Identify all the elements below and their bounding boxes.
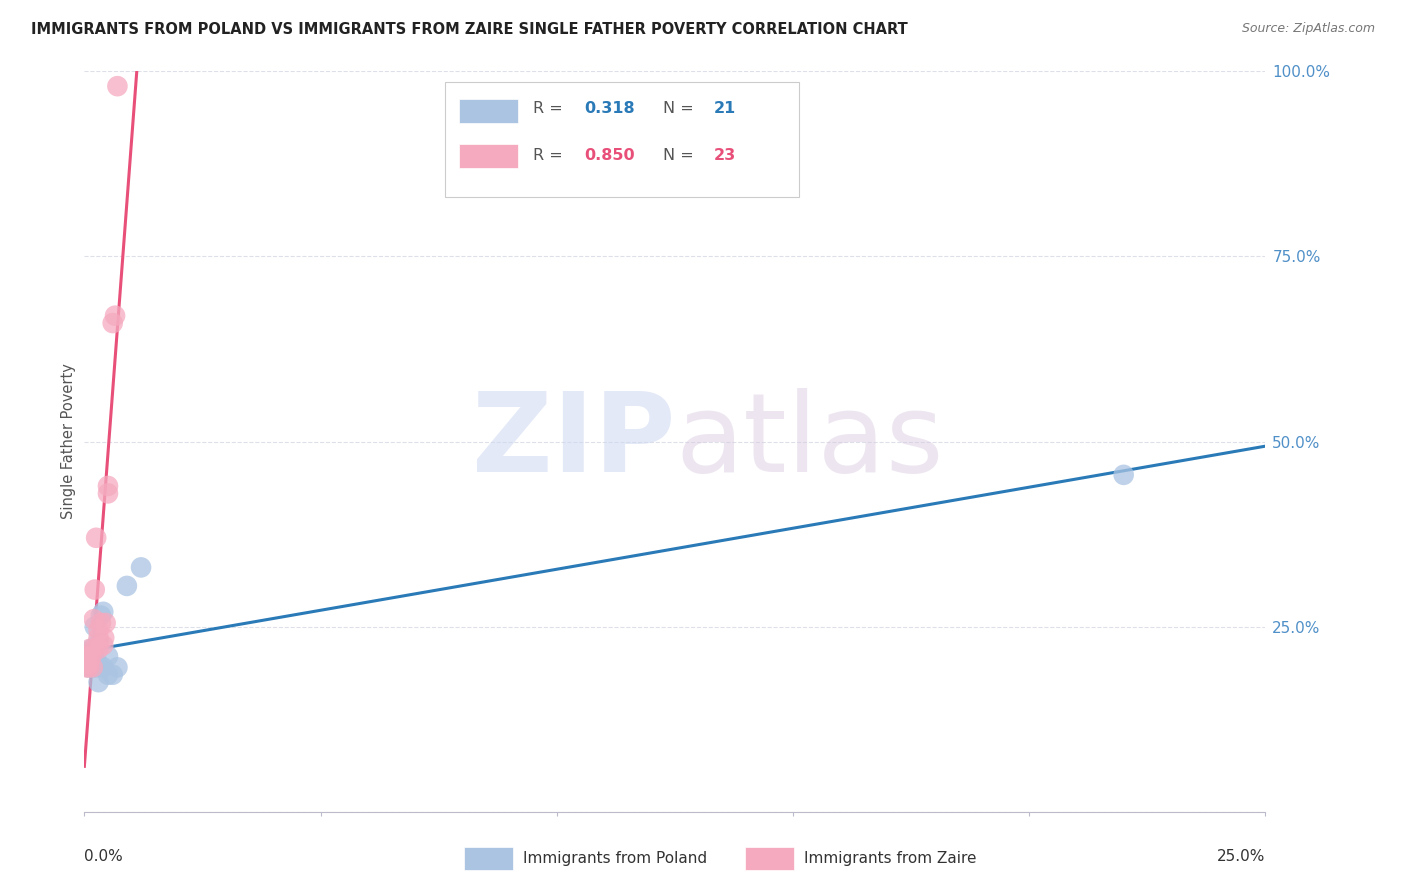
FancyBboxPatch shape <box>458 100 517 123</box>
Point <box>82 660 104 674</box>
Point <box>87 657 110 671</box>
Point <box>97 649 120 664</box>
Point <box>87 675 110 690</box>
Text: N =: N = <box>664 101 699 116</box>
Text: IMMIGRANTS FROM POLAND VS IMMIGRANTS FROM ZAIRE SINGLE FATHER POVERTY CORRELATIO: IMMIGRANTS FROM POLAND VS IMMIGRANTS FRO… <box>31 22 908 37</box>
FancyBboxPatch shape <box>745 847 794 870</box>
Y-axis label: Single Father Poverty: Single Father Poverty <box>60 364 76 519</box>
Point <box>87 624 110 638</box>
Point <box>84 531 107 545</box>
Point <box>97 486 120 500</box>
FancyBboxPatch shape <box>458 144 517 168</box>
Text: 0.318: 0.318 <box>583 101 634 116</box>
Point <box>91 660 114 674</box>
Point <box>90 608 112 623</box>
Point <box>104 309 127 323</box>
Point <box>97 667 120 681</box>
Point <box>83 582 105 597</box>
FancyBboxPatch shape <box>464 847 513 870</box>
Point <box>94 615 117 630</box>
Text: ZIP: ZIP <box>471 388 675 495</box>
Text: atlas: atlas <box>675 388 943 495</box>
Point <box>83 649 105 664</box>
Point <box>107 660 129 674</box>
Point <box>77 657 100 671</box>
Text: 25.0%: 25.0% <box>1218 849 1265 863</box>
Text: 0.0%: 0.0% <box>84 849 124 863</box>
Text: 23: 23 <box>714 147 737 162</box>
Text: Source: ZipAtlas.com: Source: ZipAtlas.com <box>1241 22 1375 36</box>
Point <box>87 631 110 645</box>
Point <box>82 660 104 674</box>
Point <box>83 619 105 633</box>
Point <box>129 560 152 574</box>
Point <box>107 79 129 94</box>
Point <box>90 615 112 630</box>
Point <box>101 667 124 681</box>
Point <box>80 641 103 656</box>
Point <box>83 641 105 656</box>
Point <box>77 660 100 674</box>
Point <box>1112 467 1135 482</box>
Point <box>97 479 120 493</box>
Point <box>91 638 114 652</box>
Point <box>76 649 98 664</box>
Point <box>84 660 107 674</box>
Text: 0.850: 0.850 <box>583 147 634 162</box>
Point <box>83 612 105 626</box>
Text: N =: N = <box>664 147 699 162</box>
Text: Immigrants from Poland: Immigrants from Poland <box>523 851 707 865</box>
Text: Immigrants from Zaire: Immigrants from Zaire <box>804 851 977 865</box>
Point <box>101 316 124 330</box>
FancyBboxPatch shape <box>444 82 799 197</box>
Point <box>79 641 101 656</box>
Point <box>115 579 138 593</box>
Point <box>87 634 110 648</box>
Text: R =: R = <box>533 147 568 162</box>
Text: 21: 21 <box>714 101 737 116</box>
Point <box>80 649 103 664</box>
Point <box>77 657 100 671</box>
Point <box>91 605 114 619</box>
Point <box>77 660 100 674</box>
Text: R =: R = <box>533 101 568 116</box>
Point <box>79 646 101 660</box>
Point <box>93 631 115 645</box>
Point <box>76 660 98 674</box>
Point <box>87 641 110 656</box>
